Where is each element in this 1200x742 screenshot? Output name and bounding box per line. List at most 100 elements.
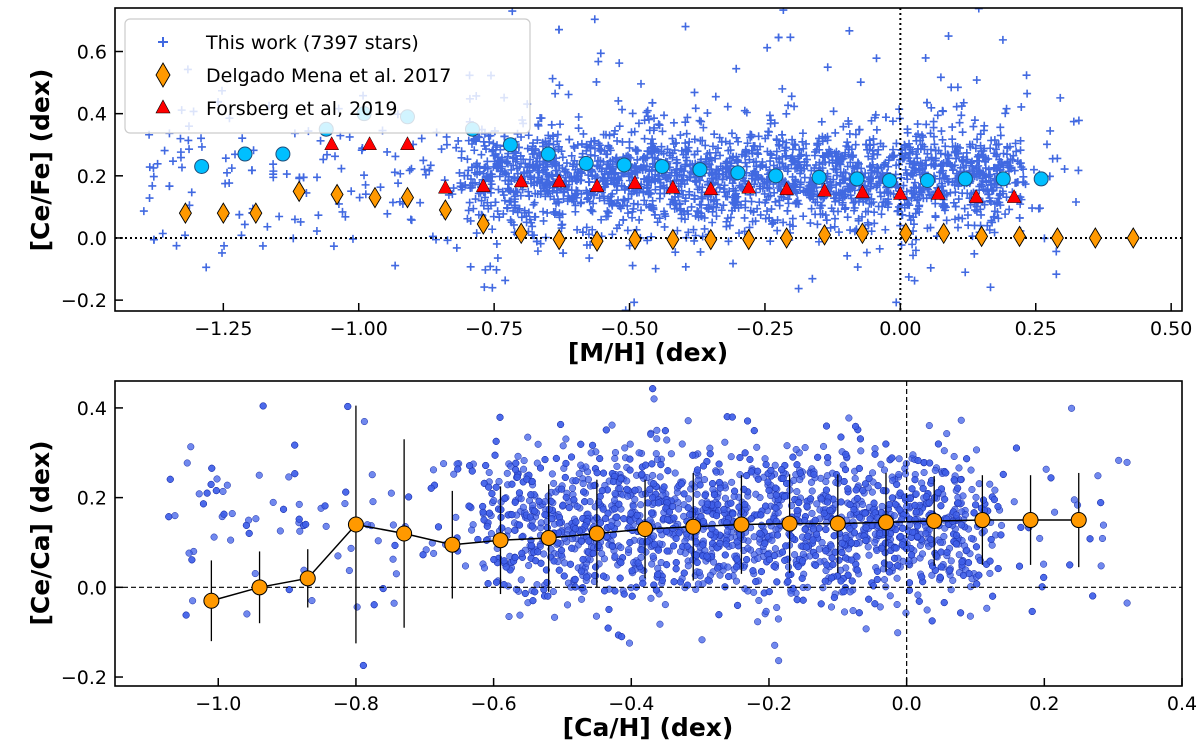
cloud-point: [228, 510, 236, 518]
cloud-point: [663, 561, 671, 569]
cloud-point: [655, 214, 664, 223]
cloud-point: [812, 552, 820, 560]
cloud-point: [963, 546, 971, 554]
cloud-point: [588, 225, 597, 234]
cloud-point: [524, 433, 532, 441]
cloud-point: [621, 444, 629, 452]
cloud-point: [812, 561, 820, 569]
cloud-point: [590, 151, 599, 160]
cloud-point: [774, 33, 783, 42]
cloud-point: [791, 177, 800, 186]
cloud-point: [910, 188, 919, 197]
cloud-point: [187, 188, 196, 197]
series-point: [957, 171, 973, 187]
cloud-point: [503, 469, 511, 477]
cloud-point: [904, 272, 913, 281]
cloud-point: [617, 559, 625, 567]
cloud-point: [517, 213, 526, 222]
cloud-point: [733, 158, 742, 167]
cloud-point: [769, 218, 778, 227]
series-point: [704, 228, 718, 251]
cloud-point: [387, 489, 395, 497]
cloud-point: [684, 210, 693, 219]
cloud-point: [683, 113, 692, 122]
cloud-point: [794, 284, 803, 293]
cloud-point: [579, 129, 588, 138]
cloud-point: [884, 156, 893, 165]
series-point: [855, 222, 869, 245]
cloud-point: [905, 557, 913, 565]
cloud-point: [991, 486, 999, 494]
cloud-point: [827, 574, 835, 582]
cloud-point: [539, 216, 548, 225]
cloud-point: [895, 105, 904, 114]
cloud-point: [953, 83, 962, 92]
cloud-point: [542, 168, 551, 177]
cloud-point: [612, 199, 621, 208]
cloud-point: [275, 212, 284, 221]
cloud-point: [510, 192, 519, 201]
cloud-point: [778, 130, 787, 139]
cloud-point: [784, 577, 792, 585]
cloud-point: [791, 551, 799, 559]
cloud-point: [488, 283, 497, 292]
cloud-point: [650, 395, 658, 403]
series-point: [513, 173, 529, 188]
cloud-point: [968, 232, 977, 241]
cloud-point: [507, 165, 516, 174]
cloud-point: [723, 102, 732, 111]
cloud-point: [754, 554, 762, 563]
cloud-point: [935, 174, 944, 183]
cloud-point: [597, 215, 606, 224]
top-reference-lines: [115, 8, 1182, 311]
cloud-point: [520, 457, 528, 465]
cloud-point: [866, 515, 874, 523]
cloud-point: [951, 215, 960, 224]
cloud-point: [1123, 458, 1131, 466]
cloud-point: [489, 162, 498, 171]
cloud-point: [637, 553, 645, 561]
cloud-point: [1006, 163, 1015, 172]
cloud-point: [913, 154, 922, 163]
cloud-point: [619, 215, 628, 224]
cloud-point: [684, 147, 693, 156]
cloud-point: [909, 251, 918, 260]
top-x-ticks: −1.25 −1.00 −0.75 −0.50 −0.25 0.00 0.25 0.50: [194, 303, 1192, 340]
series-point: [937, 222, 951, 245]
cloud-point: [574, 112, 583, 121]
cloud-point: [976, 130, 985, 139]
cloud-point: [977, 210, 986, 219]
cloud-point: [948, 166, 957, 175]
cloud-point: [941, 172, 950, 181]
cloud-point: [1008, 155, 1017, 164]
cloud-point: [715, 183, 724, 192]
cloud-point: [922, 120, 931, 129]
cloud-point: [846, 158, 855, 167]
cloud-point: [754, 475, 762, 483]
cloud-point: [770, 188, 779, 197]
cloud-point: [642, 162, 651, 171]
cloud-point: [604, 160, 613, 169]
cloud-point: [750, 588, 758, 596]
cloud-point: [552, 454, 560, 462]
cloud-point: [578, 537, 586, 545]
series-point: [437, 179, 453, 194]
cloud-point: [700, 224, 709, 233]
cloud-point: [334, 552, 342, 560]
cloud-point: [177, 163, 186, 172]
cloud-point: [729, 184, 738, 193]
cloud-point: [595, 144, 604, 153]
cloud-point: [596, 49, 605, 58]
cloud-point: [752, 490, 760, 498]
cloud-point: [547, 120, 556, 129]
y-tick-label: 0.4: [77, 104, 107, 126]
cloud-point: [999, 161, 1008, 170]
cloud-point: [695, 116, 704, 125]
cloud-point: [577, 461, 585, 469]
cloud-point: [592, 612, 601, 620]
cloud-point: [495, 156, 504, 165]
cloud-point: [940, 203, 949, 212]
cloud-point: [801, 516, 809, 524]
cloud-point: [972, 76, 981, 85]
cloud-point: [656, 473, 664, 481]
